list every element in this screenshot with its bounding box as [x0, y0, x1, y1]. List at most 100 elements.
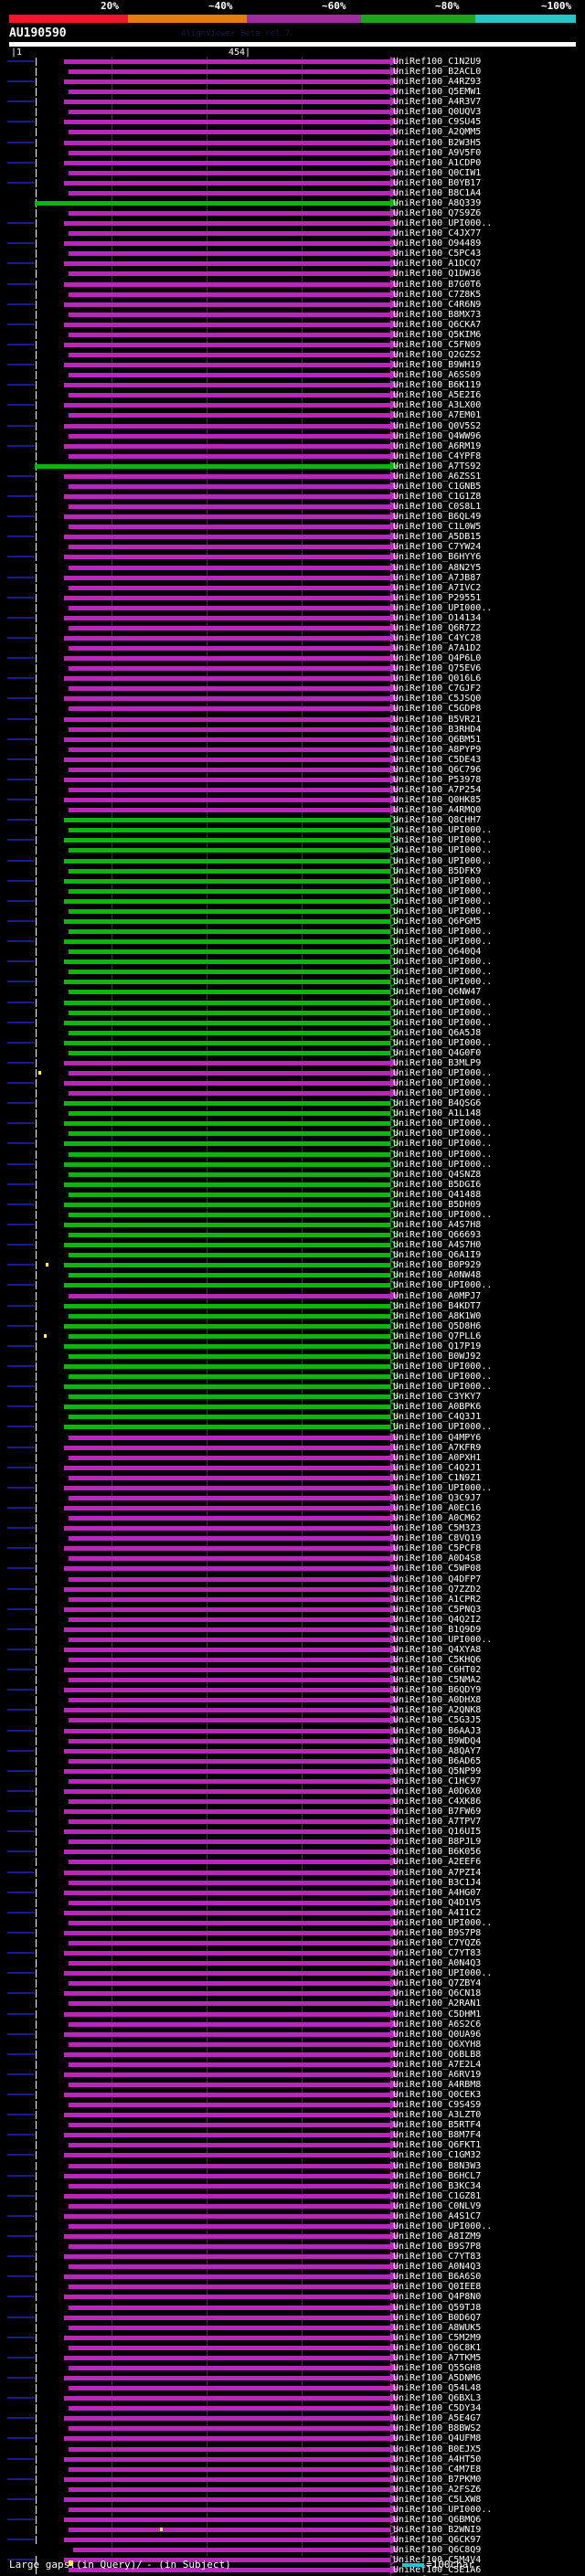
hit-label[interactable]: UniRef100_Q0UA96 [393, 2029, 482, 2040]
hsp-bar[interactable] [69, 1253, 390, 1258]
hit-row[interactable]: UniRef100_A7KFR9 [0, 1442, 585, 1453]
hsp-bar[interactable] [64, 1425, 390, 1430]
hit-row[interactable]: UniRef100_A7PZI4 [0, 1867, 585, 1878]
hit-label[interactable]: UniRef100_UPI000.. [393, 875, 493, 886]
hit-row[interactable]: UniRef100_B0D6Q7 [0, 2312, 585, 2323]
hsp-bar[interactable] [64, 1323, 390, 1329]
hsp-bar[interactable] [69, 908, 390, 914]
hit-row[interactable]: UniRef100_C1L0W5 [0, 522, 585, 532]
hit-row[interactable]: UniRef100_A9V5F0 [0, 147, 585, 158]
hit-row[interactable]: UniRef100_B4KDT7 [0, 1300, 585, 1311]
hit-label[interactable]: UniRef100_UPI000.. [393, 1017, 493, 1028]
hit-row[interactable]: UniRef100_Q6C8Q9 [0, 2545, 585, 2555]
hit-row[interactable]: UniRef100_UPI000.. [0, 1139, 585, 1150]
hit-row[interactable]: UniRef100_UPI000.. [0, 1917, 585, 1928]
hsp-bar[interactable] [69, 1738, 390, 1744]
hsp-bar[interactable] [64, 1040, 390, 1045]
hsp-bar[interactable] [69, 393, 390, 398]
hit-label[interactable]: UniRef100_B5RTF4 [393, 2120, 482, 2131]
hit-row[interactable]: UniRef100_B9S7P8 [0, 2242, 585, 2252]
hsp-bar[interactable] [64, 221, 390, 227]
hit-label[interactable]: UniRef100_A5E2I6 [393, 390, 482, 401]
hit-label[interactable]: UniRef100_B6K056 [393, 1847, 482, 1858]
hsp-bar[interactable] [64, 1081, 390, 1087]
hsp-bar[interactable] [64, 1384, 390, 1390]
hit-label[interactable]: UniRef100_A7IVC2 [393, 582, 482, 593]
hit-row[interactable]: UniRef100_A0BPK6 [0, 1402, 585, 1413]
hit-label[interactable]: UniRef100_A4R3V7 [393, 97, 482, 108]
hit-row[interactable]: UniRef100_C4YPF8 [0, 451, 585, 461]
hit-row[interactable]: UniRef100_A2QMM5 [0, 127, 585, 137]
hsp-bar[interactable] [69, 2486, 390, 2492]
hit-row[interactable]: UniRef100_UPI000.. [0, 875, 585, 886]
hit-row[interactable]: UniRef100_Q6A1I9 [0, 1250, 585, 1261]
hsp-bar[interactable] [64, 1060, 390, 1065]
hsp-bar[interactable] [64, 1243, 390, 1248]
hit-label[interactable]: UniRef100_Q5D8H6 [393, 1320, 482, 1331]
hsp-bar[interactable] [64, 1728, 390, 1733]
hit-label[interactable]: UniRef100_A7TS92 [393, 461, 482, 472]
hsp-bar[interactable] [64, 898, 390, 904]
hsp-bar[interactable] [69, 929, 390, 935]
hit-label[interactable]: UniRef100_A4RMQ0 [393, 805, 482, 816]
hsp-bar[interactable] [69, 1819, 390, 1825]
hit-row[interactable]: UniRef100_A4S7H0 [0, 1240, 585, 1251]
hit-row[interactable]: UniRef100_Q6C796 [0, 764, 585, 775]
hsp-bar[interactable] [69, 2001, 390, 2007]
hsp-bar[interactable] [69, 2386, 390, 2391]
hit-row[interactable]: UniRef100_A8QAY7 [0, 1745, 585, 1756]
hit-row[interactable]: UniRef100_B5RTF4 [0, 2120, 585, 2130]
hsp-bar[interactable] [64, 2315, 390, 2320]
hit-label[interactable]: UniRef100_B3C1J4 [393, 1877, 482, 1888]
hit-label[interactable]: UniRef100_A0DHX8 [393, 1695, 482, 1706]
hsp-bar[interactable] [64, 1768, 390, 1774]
hsp-bar[interactable] [64, 1405, 390, 1410]
hit-label[interactable]: UniRef100_C7YW24 [393, 542, 482, 553]
hit-label[interactable]: UniRef100_B9WDQ4 [393, 1735, 482, 1746]
hit-label[interactable]: UniRef100_B4QSG6 [393, 1098, 482, 1109]
hit-row[interactable]: UniRef100_A7P254 [0, 785, 585, 795]
hit-row[interactable]: UniRef100_P29551 [0, 592, 585, 603]
hit-label[interactable]: UniRef100_B8PJL9 [393, 1837, 482, 1848]
hsp-bar[interactable] [64, 1708, 390, 1713]
hit-row[interactable]: UniRef100_C5PNQ3 [0, 1604, 585, 1615]
hit-label[interactable]: UniRef100_UPI000.. [393, 1280, 493, 1291]
hsp-bar[interactable] [64, 1647, 390, 1652]
hsp-bar[interactable] [64, 1101, 390, 1107]
hit-label[interactable]: UniRef100_A6S2C6 [393, 2019, 482, 2030]
hit-row[interactable]: UniRef100_Q6CK97 [0, 2535, 585, 2545]
hit-row[interactable]: UniRef100_A0D4S8 [0, 1553, 585, 1564]
hit-row[interactable]: UniRef100_Q75EV6 [0, 663, 585, 673]
hit-label[interactable]: UniRef100_Q2GZS2 [393, 350, 482, 361]
hit-row[interactable]: UniRef100_C5FN09 [0, 339, 585, 350]
hit-row[interactable]: UniRef100_UPI000.. [0, 997, 585, 1008]
hsp-bar[interactable] [64, 2355, 390, 2360]
hsp-bar[interactable] [69, 1920, 390, 1925]
hit-row[interactable]: UniRef100_A2FSZ6 [0, 2484, 585, 2495]
hsp-bar[interactable] [69, 686, 390, 692]
hit-row[interactable]: UniRef100_B2WNI9 [0, 2525, 585, 2536]
hit-label[interactable]: UniRef100_A7TKM5 [393, 2352, 482, 2363]
hsp-bar[interactable] [69, 1778, 390, 1784]
hsp-bar[interactable] [64, 1485, 390, 1490]
hit-row[interactable]: UniRef100_UPI000.. [0, 957, 585, 968]
hsp-bar[interactable] [69, 666, 390, 672]
hit-row[interactable]: UniRef100_UPI000.. [0, 1149, 585, 1160]
hsp-bar[interactable] [69, 130, 390, 135]
hit-row[interactable]: UniRef100_UPI000.. [0, 1209, 585, 1220]
hit-label[interactable]: UniRef100_B6AD65 [393, 1755, 482, 1766]
hsp-bar[interactable] [64, 1020, 390, 1025]
hit-label[interactable]: UniRef100_Q6A1I9 [393, 1250, 482, 1261]
hit-row[interactable]: UniRef100_C4XK86 [0, 1797, 585, 1807]
hsp-bar[interactable] [64, 1506, 390, 1511]
hsp-bar[interactable] [64, 1223, 390, 1228]
hsp-bar[interactable] [69, 1576, 390, 1582]
hsp-bar[interactable] [69, 1030, 390, 1035]
hit-row[interactable]: UniRef100_B5DGI6 [0, 1179, 585, 1190]
hsp-bar[interactable] [64, 595, 390, 600]
hit-label[interactable]: UniRef100_A5E4G7 [393, 2413, 482, 2424]
hit-row[interactable]: UniRef100_C5PC43 [0, 249, 585, 259]
hit-label[interactable]: UniRef100_A8PYP9 [393, 744, 482, 755]
hit-label[interactable]: UniRef100_C3YKY7 [393, 1392, 482, 1403]
hsp-bar[interactable] [64, 2538, 390, 2543]
